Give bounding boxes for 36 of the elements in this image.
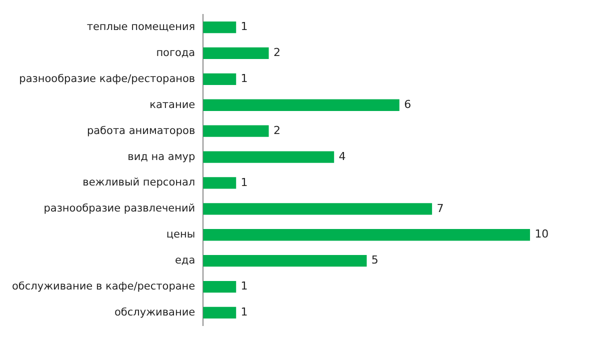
bar bbox=[203, 203, 432, 215]
bar bbox=[203, 21, 236, 34]
y-tick-label: еда bbox=[174, 254, 196, 267]
y-tick-label: обслуживание в кафе/ресторане bbox=[12, 280, 196, 293]
bar bbox=[203, 99, 400, 111]
data-label: 5 bbox=[371, 254, 378, 267]
data-label: 1 bbox=[240, 306, 248, 319]
y-tick-label: вежливый персонал bbox=[82, 176, 196, 189]
y-tick-label: обслуживание bbox=[114, 306, 196, 318]
y-tick-label: катание bbox=[150, 98, 196, 111]
bar bbox=[203, 280, 236, 293]
bar bbox=[203, 47, 269, 60]
bar bbox=[203, 177, 236, 189]
y-tick-label: разнообразие кафе/ресторанов bbox=[19, 72, 196, 85]
data-label: 6 bbox=[404, 98, 412, 111]
data-label: 1 bbox=[240, 72, 248, 86]
data-label: 2 bbox=[273, 124, 280, 137]
data-label: 7 bbox=[436, 202, 444, 215]
y-tick-label: работа аниматоров bbox=[86, 124, 196, 137]
bar bbox=[203, 254, 367, 267]
data-label: 4 bbox=[338, 150, 346, 163]
bar bbox=[203, 73, 236, 86]
data-label: 10 bbox=[534, 228, 549, 241]
data-label: 1 bbox=[240, 176, 248, 189]
data-label: 2 bbox=[273, 46, 280, 60]
bar bbox=[203, 306, 236, 319]
y-tick-label: погода bbox=[156, 46, 196, 59]
bar bbox=[203, 125, 269, 137]
y-tick-label: цены bbox=[166, 228, 196, 241]
bar bbox=[203, 229, 530, 241]
y-tick-label: разнообразие развлечений bbox=[44, 202, 196, 215]
data-label: 1 bbox=[240, 20, 248, 34]
y-tick-label: вид на амур bbox=[128, 150, 196, 163]
y-tick-label: теплые помещения bbox=[86, 21, 196, 34]
data-label: 1 bbox=[240, 280, 248, 293]
bar bbox=[203, 151, 334, 163]
